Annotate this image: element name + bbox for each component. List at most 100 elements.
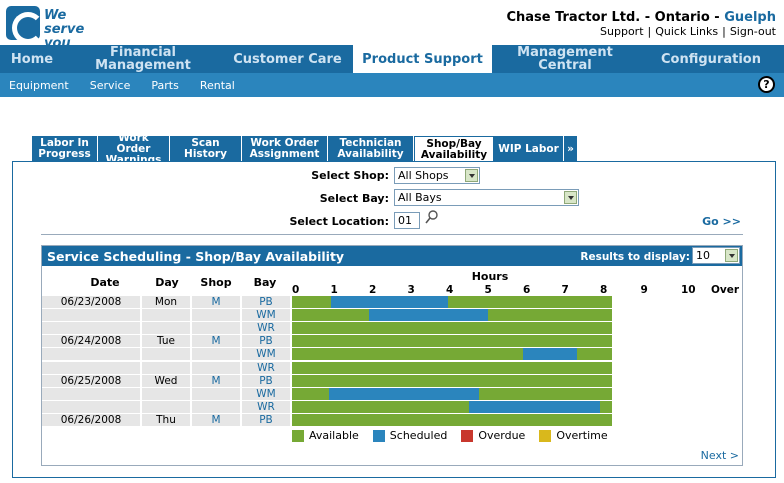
availability-bar[interactable]	[292, 322, 612, 335]
day-cell	[142, 362, 190, 375]
bay-cell-bg	[242, 413, 290, 426]
nav-product-support[interactable]: Product Support	[353, 45, 492, 73]
scheduled-block[interactable]	[523, 348, 577, 361]
search-icon[interactable]	[425, 210, 439, 224]
availability-bar[interactable]	[292, 387, 612, 400]
day-cell-bg	[142, 400, 190, 413]
shop-link[interactable]	[192, 322, 240, 335]
tab-shop-bay-availability[interactable]: Shop/Bay Availability	[414, 136, 494, 162]
scheduled-block[interactable]	[330, 296, 448, 308]
availability-bar[interactable]	[292, 413, 612, 426]
company-logo[interactable]: We serve you right!	[6, 6, 98, 65]
bay-link[interactable]: WR	[257, 361, 275, 374]
shop-cell-bg	[192, 361, 240, 374]
shop-select[interactable]: All Shops	[394, 167, 480, 184]
location-input[interactable]: 01	[394, 212, 420, 229]
legend-swatch	[372, 429, 385, 442]
availability-bar[interactable]	[292, 400, 612, 413]
bay-link[interactable]: WM	[256, 387, 276, 400]
subnav-equipment[interactable]: Equipment	[9, 78, 69, 92]
chevron-down-icon	[725, 249, 738, 262]
date-cell-bg	[42, 322, 140, 335]
shop-cell-bg	[192, 413, 240, 426]
tab-technician-availability[interactable]: Technician Availability	[328, 136, 414, 162]
col-date: Date	[90, 276, 120, 289]
date-cell-bg	[42, 361, 140, 374]
nav-management-central[interactable]: Management Central	[517, 45, 613, 73]
subnav-service[interactable]: Service	[89, 78, 131, 92]
date-cell	[42, 362, 140, 375]
bay-link[interactable]: PB	[259, 413, 273, 426]
nav-customer-care[interactable]: Customer Care	[233, 51, 342, 67]
scheduled-block[interactable]	[469, 400, 600, 413]
bay-link[interactable]: WM	[256, 348, 276, 361]
shop-link[interactable]	[192, 348, 240, 361]
scheduled-block[interactable]	[328, 387, 479, 400]
date-cell-bg	[42, 348, 140, 361]
day-cell-bg	[142, 361, 190, 374]
day-cell-bg	[142, 296, 190, 308]
date-cell: 06/26/2008	[60, 413, 122, 426]
shop-link[interactable]	[192, 362, 240, 375]
tab-work-order-warnings[interactable]: Work Order Warnings	[98, 132, 170, 165]
day-cell-bg	[142, 335, 190, 348]
next-link[interactable]: Next >	[700, 449, 739, 462]
bay-cell-bg	[242, 361, 290, 374]
date-cell	[42, 309, 140, 322]
legend: Available Scheduled Overdue Overtime	[292, 429, 622, 442]
availability-bar[interactable]	[292, 335, 612, 348]
col-day: Day	[155, 276, 179, 289]
shop-link[interactable]: M	[211, 296, 221, 308]
day-cell-bg	[142, 413, 190, 426]
shop-link[interactable]	[192, 401, 240, 414]
shop-link[interactable]	[192, 388, 240, 401]
sign-out-link[interactable]: Sign-out	[729, 25, 776, 38]
availability-bar[interactable]	[292, 361, 612, 374]
availability-bar[interactable]	[292, 374, 612, 387]
tab-scan-history[interactable]: Scan History	[170, 136, 242, 162]
scheduled-block[interactable]	[369, 309, 489, 322]
bay-link[interactable]: WM	[256, 309, 276, 322]
tab-more[interactable]: »	[564, 136, 578, 162]
shop-link[interactable]	[192, 309, 240, 322]
subnav-rental[interactable]: Rental	[199, 78, 235, 92]
bay-link[interactable]: PB	[259, 335, 273, 348]
shop-link[interactable]: M	[211, 335, 221, 348]
availability-bar[interactable]	[292, 348, 612, 361]
main-nav: Home Financial Management Customer Care Pro…	[0, 45, 784, 73]
legend-label: Scheduled	[389, 429, 448, 442]
bay-link[interactable]: PB	[259, 296, 273, 308]
bay-link[interactable]: WR	[257, 322, 275, 335]
day-cell: Wed	[154, 374, 178, 387]
shop-link[interactable]: M	[211, 374, 221, 387]
date-cell: 06/25/2008	[60, 374, 122, 387]
legend-label: Overdue	[478, 429, 526, 442]
support-link[interactable]: Support	[600, 25, 644, 38]
content-frame: Select Shop: All Shops Select Bay: All B…	[12, 161, 776, 478]
bay-select[interactable]: All Bays	[394, 189, 579, 206]
bay-link[interactable]: WR	[257, 400, 275, 413]
tab-wip-labor[interactable]: WIP Labor	[494, 136, 564, 162]
availability-bar[interactable]	[292, 296, 612, 308]
date-cell-bg	[42, 335, 140, 348]
day-cell-bg	[142, 348, 190, 361]
bay-link[interactable]: PB	[259, 374, 273, 387]
panel-header: Service Scheduling - Shop/Bay Availabili…	[42, 246, 742, 266]
shop-link[interactable]: M	[211, 413, 221, 426]
nav-financial-management[interactable]: Financial Management	[95, 45, 191, 73]
go-link[interactable]: Go >>	[702, 215, 741, 228]
shop-cell-bg	[192, 374, 240, 387]
tab-labor-in-progress[interactable]: Labor In Progress	[32, 136, 98, 162]
tab-work-order-assignment[interactable]: Work Order Assignment	[242, 136, 328, 162]
date-cell	[42, 388, 140, 401]
quick-links-link[interactable]: Quick Links	[655, 25, 719, 38]
nav-configuration[interactable]: Configuration	[661, 51, 761, 67]
bay-cell-bg	[242, 335, 290, 348]
subnav-parts[interactable]: Parts	[151, 78, 179, 92]
nav-home[interactable]: Home	[10, 51, 54, 67]
help-icon[interactable]: ?	[758, 76, 775, 93]
hours-label: Hours	[471, 270, 509, 283]
divider	[41, 234, 743, 235]
results-select[interactable]: 10	[692, 247, 740, 264]
availability-bar[interactable]	[292, 309, 612, 322]
